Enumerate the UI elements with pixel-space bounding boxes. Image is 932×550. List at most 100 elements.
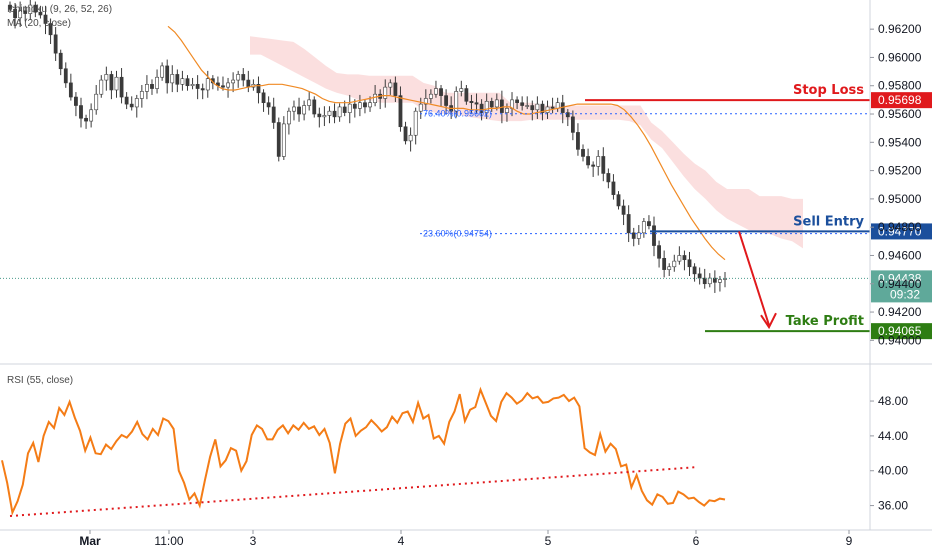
ma-path: [167, 25, 726, 261]
rsi-tick-label: 36.00: [878, 499, 908, 513]
candle-body: [540, 103, 545, 113]
countdown-text: 09:32: [890, 287, 920, 301]
candle-body: [413, 110, 418, 136]
candle-body: [697, 273, 702, 279]
candle-body: [48, 23, 53, 36]
candle-body: [464, 88, 469, 102]
candle-body: [479, 103, 484, 113]
price-tag-text: 0.94770: [878, 224, 922, 238]
candle-body: [347, 103, 352, 113]
candle-body: [94, 93, 99, 111]
candle-body: [221, 85, 225, 88]
candle-body: [266, 102, 271, 108]
candle-body: [682, 255, 687, 261]
candle-body: [434, 88, 438, 95]
candle-body: [718, 279, 722, 283]
rsi-panel: [1, 386, 726, 518]
candle-body: [647, 221, 651, 227]
candle-body: [621, 205, 626, 215]
candle-body: [312, 99, 317, 115]
candle-body: [723, 278, 727, 280]
level-label-take-profit: Take Profit: [786, 314, 864, 329]
candle-body: [606, 173, 611, 183]
candle-body: [707, 277, 712, 285]
candle-body: [165, 65, 170, 84]
candle-body: [439, 88, 443, 96]
candle-body: [423, 98, 428, 105]
candle-body: [124, 96, 129, 105]
candle-body: [591, 164, 596, 167]
ichimoku-cloud: [250, 36, 803, 249]
ma-line: [167, 25, 726, 261]
candle-body: [256, 84, 261, 94]
candle-body: [631, 232, 636, 239]
candle-body: [611, 181, 616, 195]
candle-body: [33, 4, 38, 13]
candle-body: [398, 95, 403, 128]
y-tick-label: 0.94200: [878, 305, 922, 319]
candle-body: [454, 91, 459, 112]
candle-body: [327, 110, 332, 116]
x-tick-label: 3: [250, 534, 257, 548]
candle-body: [525, 105, 530, 107]
rsi-line: [1, 386, 726, 516]
candle-body: [28, 4, 33, 14]
candle-body: [499, 99, 504, 113]
y-tick-label: 0.96000: [878, 50, 922, 64]
fib-label-76: 76.40%(0.95602): [423, 109, 492, 119]
candle-body: [626, 214, 631, 234]
level-label-stop-loss: Stop Loss: [793, 83, 864, 98]
candle-body: [114, 76, 119, 91]
candle-body: [180, 78, 185, 85]
price-tag-bg: [871, 223, 932, 240]
candle-body: [601, 156, 606, 174]
candle-body: [565, 112, 570, 118]
rsi-legend: RSI (55, close): [7, 375, 73, 386]
price-tag-text: 0.94065: [878, 324, 922, 338]
candle-body: [393, 82, 398, 96]
candle-body: [170, 74, 175, 84]
candle-body: [388, 82, 393, 88]
x-tick-label: 11:00: [154, 534, 183, 548]
candle-body: [702, 277, 707, 285]
candle-body: [322, 115, 327, 118]
candle-body: [641, 221, 646, 234]
candle-body: [667, 266, 672, 270]
fib-label-23: 23.60%(0.94754): [423, 229, 492, 239]
candle-body: [145, 84, 149, 92]
candle-body: [236, 74, 241, 81]
candle-body: [357, 102, 362, 109]
candle-body: [79, 105, 83, 119]
sell-arrow-shaft: [738, 231, 770, 326]
candle-body: [530, 105, 535, 111]
candle-body: [287, 110, 291, 125]
candle-body: [68, 82, 73, 98]
candle-body: [129, 103, 134, 108]
candle-body: [74, 96, 78, 106]
candle-body: [241, 74, 246, 81]
y-tick-label: 0.96200: [878, 22, 922, 36]
candle-body: [38, 11, 43, 16]
candle-body: [271, 106, 276, 123]
y-tick-label: 0.94800: [878, 220, 922, 234]
candle-body: [175, 74, 180, 85]
candle-body: [662, 257, 667, 270]
candle-body: [89, 109, 94, 122]
candle-body: [155, 76, 159, 89]
candle-body: [352, 103, 357, 109]
y-tick-label: 0.95400: [878, 135, 922, 149]
candle-body: [150, 84, 154, 89]
candle-body: [444, 95, 448, 106]
candle-body: [687, 259, 692, 268]
x-tick-label: 6: [693, 534, 700, 548]
candle-body: [139, 91, 144, 99]
candle-body: [195, 84, 200, 89]
y-tick-label: 0.95800: [878, 79, 922, 93]
candle-body: [363, 102, 367, 108]
candles: [8, 0, 727, 293]
candle-body: [520, 102, 525, 106]
candle-body: [109, 74, 114, 91]
y-tick-label: 0.95200: [878, 164, 922, 178]
